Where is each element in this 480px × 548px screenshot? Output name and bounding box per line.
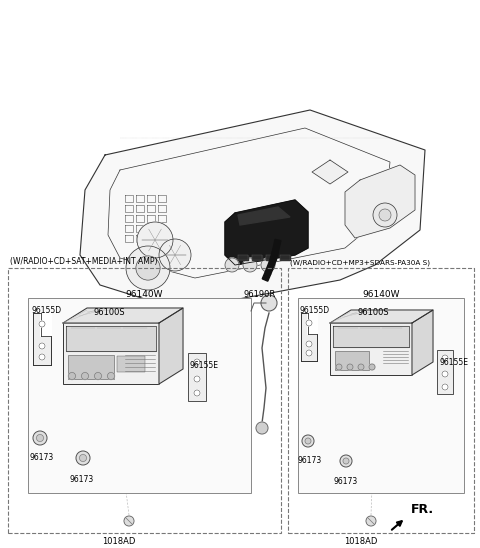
Polygon shape [412, 310, 433, 375]
Polygon shape [63, 308, 183, 323]
Text: 1018AD: 1018AD [344, 537, 378, 546]
Bar [330, 323, 412, 375]
Text: 96155D: 96155D [299, 306, 329, 315]
Text: 96173: 96173 [334, 477, 358, 486]
Circle shape [340, 455, 352, 467]
Bar [301, 313, 317, 361]
Circle shape [194, 359, 200, 365]
Circle shape [95, 373, 102, 380]
Text: 96173: 96173 [298, 456, 322, 465]
Text: 96155D: 96155D [31, 306, 61, 315]
Circle shape [306, 350, 312, 356]
Circle shape [225, 258, 239, 272]
Circle shape [194, 376, 200, 382]
Circle shape [366, 516, 376, 526]
Bar [252, 255, 262, 260]
Text: FR.: FR. [410, 503, 433, 516]
Circle shape [194, 390, 200, 396]
Circle shape [442, 355, 448, 361]
Circle shape [39, 354, 45, 360]
Polygon shape [159, 308, 183, 384]
Polygon shape [80, 110, 425, 310]
Circle shape [82, 373, 88, 380]
Bar [68, 355, 114, 379]
Polygon shape [262, 272, 271, 281]
Text: 96100S: 96100S [93, 308, 125, 317]
Circle shape [39, 343, 45, 349]
Circle shape [256, 422, 268, 434]
Polygon shape [345, 165, 415, 238]
Polygon shape [272, 239, 281, 254]
Circle shape [108, 373, 115, 380]
Circle shape [306, 320, 312, 326]
Bar [238, 255, 248, 260]
Circle shape [39, 321, 45, 327]
Circle shape [261, 258, 275, 272]
Text: 96173: 96173 [70, 475, 94, 484]
Polygon shape [333, 326, 409, 347]
Bar [298, 298, 464, 493]
Circle shape [347, 364, 353, 370]
Polygon shape [269, 252, 278, 264]
Text: 96140W: 96140W [362, 290, 400, 299]
Polygon shape [330, 310, 433, 323]
Bar [437, 350, 453, 394]
Polygon shape [265, 262, 275, 274]
Circle shape [373, 203, 397, 227]
Bar [117, 356, 145, 372]
Circle shape [136, 256, 160, 280]
Circle shape [369, 364, 375, 370]
Bar [41, 313, 51, 336]
Text: (W/RADIO+CD+MP3+SDARS-PA30A S): (W/RADIO+CD+MP3+SDARS-PA30A S) [290, 260, 430, 266]
Text: 96190R: 96190R [244, 290, 276, 299]
Circle shape [124, 516, 134, 526]
Circle shape [33, 431, 47, 445]
Circle shape [243, 258, 257, 272]
Circle shape [261, 295, 277, 311]
Bar [33, 313, 51, 365]
Bar [288, 268, 474, 533]
Bar [63, 323, 159, 384]
Circle shape [80, 454, 86, 461]
Text: 96173: 96173 [30, 453, 54, 462]
Circle shape [343, 458, 349, 464]
Text: 96140W: 96140W [125, 290, 163, 299]
Circle shape [336, 364, 342, 370]
Circle shape [306, 341, 312, 347]
Circle shape [442, 384, 448, 390]
Circle shape [126, 246, 170, 290]
Text: 96155E: 96155E [439, 358, 468, 367]
Bar [28, 298, 251, 493]
Circle shape [305, 438, 311, 444]
Circle shape [36, 435, 44, 442]
Circle shape [137, 222, 173, 258]
Circle shape [159, 239, 191, 271]
Text: 96155E: 96155E [190, 361, 219, 370]
Circle shape [379, 209, 391, 221]
Polygon shape [66, 326, 156, 351]
Bar [335, 351, 369, 370]
Text: (W/RADIO+CD+SAT+MEDIA+INT AMP): (W/RADIO+CD+SAT+MEDIA+INT AMP) [10, 257, 157, 266]
Polygon shape [238, 207, 290, 225]
Circle shape [302, 435, 314, 447]
Circle shape [69, 373, 75, 380]
Circle shape [358, 364, 364, 370]
Bar [280, 255, 290, 260]
Bar [308, 313, 317, 334]
Circle shape [442, 371, 448, 377]
Polygon shape [225, 200, 308, 265]
Circle shape [76, 451, 90, 465]
Bar [8, 268, 281, 533]
Polygon shape [312, 160, 348, 184]
Text: 96100S: 96100S [358, 308, 390, 317]
Bar [266, 255, 276, 260]
Text: 1018AD: 1018AD [102, 537, 136, 546]
Bar [188, 353, 206, 401]
